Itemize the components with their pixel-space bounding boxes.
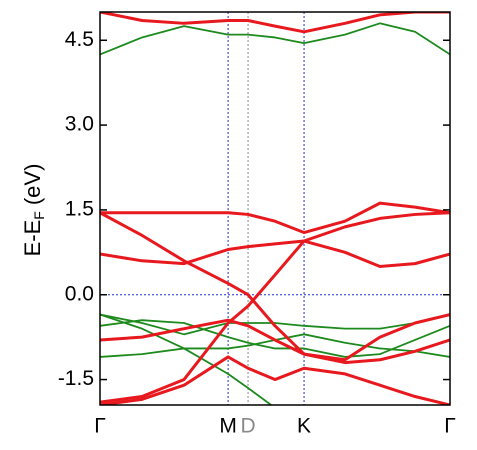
y-tick-label: 1.5 <box>65 197 94 220</box>
y-tick-label: -1.5 <box>58 367 94 390</box>
y-label-main: E-E <box>20 220 45 257</box>
band-line <box>100 201 450 235</box>
band-line <box>100 318 450 365</box>
band-line <box>100 12 450 34</box>
x-tick-label: D <box>240 415 255 438</box>
band-line <box>100 211 450 404</box>
y-tick-label: 4.5 <box>65 28 94 51</box>
y-tick-label: 3.0 <box>65 113 94 136</box>
y-label-unit: (eV) <box>20 164 45 206</box>
band-line <box>100 313 273 405</box>
x-tick-label: Γ <box>444 415 456 438</box>
band-line <box>100 319 450 358</box>
x-tick-label: K <box>297 415 311 438</box>
band-line <box>100 211 450 362</box>
plot-area <box>100 12 450 405</box>
band-line <box>100 333 450 358</box>
band-line <box>100 355 450 405</box>
x-tick-label: M <box>219 415 237 438</box>
plot-frame <box>99 11 451 406</box>
x-tick-label: Γ <box>94 415 106 438</box>
band-line <box>100 239 450 268</box>
band-line <box>100 22 450 56</box>
y-label-sub: F <box>31 211 47 220</box>
y-tick-label: 0.0 <box>65 282 94 305</box>
y-axis-label: E-EF (eV) <box>20 164 47 257</box>
